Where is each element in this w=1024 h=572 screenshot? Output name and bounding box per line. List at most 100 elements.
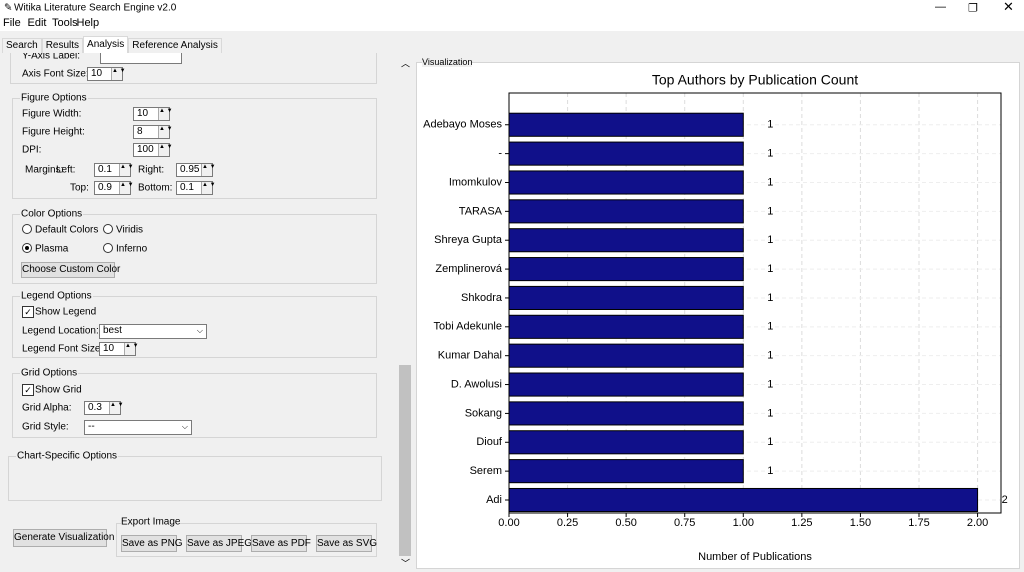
button[interactable]: Save as PNG — [121, 535, 183, 552]
spinbox[interactable]: 10 ▲ ▼ — [87, 67, 126, 81]
button[interactable]: Generate Visualization — [13, 529, 114, 547]
spin-value: 0.95 — [180, 164, 200, 175]
menu-item[interactable]: Edit — [27, 17, 47, 29]
field-label: Top: — [70, 182, 89, 194]
spin-value: 10 — [103, 343, 115, 354]
checkbox[interactable]: ✓ — [22, 384, 34, 396]
maximize-button[interactable]: ❐ — [968, 2, 978, 15]
combo-arrow[interactable]: ⌵ — [196, 326, 203, 335]
spin-arrows[interactable]: ▲ ▼ — [158, 108, 173, 120]
text-entry[interactable] — [100, 53, 182, 64]
spinbox[interactable]: 0.9 ▲ ▼ — [94, 181, 134, 195]
y-tick-label: Tobi Adekunle — [434, 321, 503, 333]
group-title: Export Image — [121, 516, 181, 528]
spin-arrows[interactable]: ▲ ▼ — [109, 402, 124, 414]
radio-button[interactable] — [103, 243, 113, 253]
menu-item[interactable]: File — [3, 17, 21, 29]
spinbox[interactable]: 0.95 ▲ ▼ — [176, 163, 216, 177]
spin-arrows[interactable]: ▲ ▼ — [201, 164, 216, 176]
y-tick-label: Zemplinerová — [435, 263, 503, 275]
checkbox[interactable]: ✓ — [22, 306, 34, 318]
spin-arrows[interactable]: ▲ ▼ — [124, 343, 139, 355]
data-label: 1 — [767, 292, 773, 304]
y-tick-label: Kumar Dahal — [438, 350, 502, 362]
radio-button[interactable] — [22, 224, 32, 234]
button[interactable]: Choose Custom Color — [21, 262, 120, 278]
radio-dot — [25, 246, 29, 250]
spin-arrows[interactable]: ▲ ▼ — [119, 164, 134, 176]
spinbox[interactable]: 0.1 ▲ ▼ — [94, 163, 134, 177]
checkbox-label: Show Legend — [35, 306, 97, 318]
group-frame — [12, 98, 377, 199]
minimize-button[interactable]: — — [935, 1, 946, 13]
spin-arrows[interactable]: ▲ ▼ — [119, 182, 134, 194]
button[interactable]: Save as JPEG — [186, 535, 252, 552]
combo-value: best — [103, 325, 122, 336]
data-label: 2 — [1002, 494, 1008, 506]
spin-arrows[interactable]: ▲ ▼ — [201, 182, 216, 194]
spin-value: 0.1 — [180, 182, 194, 193]
field-label: Grid Style: — [22, 421, 69, 433]
tab[interactable]: Search — [2, 38, 42, 53]
data-label: 1 — [767, 465, 773, 477]
x-tick-label: 1.00 — [733, 517, 754, 529]
bar — [508, 170, 744, 195]
tab[interactable]: Results — [41, 38, 84, 53]
radio-label: Viridis — [116, 224, 144, 236]
radio-button[interactable] — [22, 243, 32, 253]
data-label: 1 — [767, 378, 773, 390]
spin-arrows[interactable]: ▲ ▼ — [158, 144, 173, 156]
spin-value: 8 — [137, 126, 143, 137]
spin-value: 0.1 — [98, 164, 112, 175]
combo-value: -- — [88, 421, 95, 432]
window-title: Witika Literature Search Engine v2.0 — [14, 2, 177, 14]
spinbox[interactable]: 0.1 ▲ ▼ — [176, 181, 216, 195]
spin-arrows[interactable]: ▲ ▼ — [158, 126, 173, 138]
x-tick-label: 2.00 — [967, 517, 988, 529]
scrollbar[interactable]: ︿ ﹀ — [398, 55, 412, 570]
scroll-down[interactable]: ﹀ — [401, 558, 411, 569]
tab[interactable]: Analysis — [83, 36, 129, 53]
spin-value: 10 — [91, 68, 103, 79]
data-label: 1 — [767, 321, 773, 333]
window-icon: ✎ — [4, 2, 13, 14]
y-tick-label: Adebayo Moses — [423, 119, 502, 131]
spin-arrows[interactable]: ▲ ▼ — [111, 68, 126, 80]
menu-item[interactable]: Help — [76, 17, 100, 29]
group-frame — [8, 456, 382, 501]
menu-item[interactable]: Tools — [52, 17, 78, 29]
y-tick-label: Adi — [486, 494, 502, 506]
menu-bar: File Edit Tools Help — [0, 16, 1024, 31]
x-axis-label: Number of Publications — [698, 551, 812, 563]
radio-label: Default Colors — [35, 224, 99, 236]
checkbox-label: Show Grid — [35, 384, 82, 396]
spinbox[interactable]: 10 ▲ ▼ — [99, 342, 139, 356]
button[interactable]: Save as SVG — [316, 535, 377, 552]
tab[interactable]: Reference Analysis — [128, 38, 222, 53]
spin-value: 0.9 — [98, 182, 112, 193]
bar — [508, 372, 744, 397]
scroll-thumb[interactable] — [399, 365, 411, 556]
title-bar: ✎ Witika Literature Search Engine v2.0 —… — [0, 0, 1024, 16]
y-tick-label: Imomkulov — [449, 176, 503, 188]
combobox[interactable]: best ⌵ — [99, 324, 207, 339]
data-label: 1 — [767, 350, 773, 362]
combo-arrow[interactable]: ⌵ — [181, 422, 188, 431]
button[interactable]: Save as PDF — [251, 535, 311, 552]
bar — [508, 199, 744, 224]
spinbox[interactable]: 0.3 ▲ ▼ — [84, 401, 124, 415]
close-button[interactable]: ✕ — [1003, 0, 1014, 14]
field-label: Left: — [56, 164, 76, 176]
y-tick-label: Sokang — [465, 407, 502, 419]
group-frame — [12, 214, 377, 284]
bar — [508, 459, 744, 484]
scroll-up[interactable]: ︿ — [401, 58, 411, 69]
group-frame — [116, 523, 377, 557]
combobox[interactable]: -- ⌵ — [84, 420, 192, 435]
field-label: Axis Font Size: — [22, 68, 89, 80]
field-label: Legend Location: — [22, 325, 99, 337]
radio-button[interactable] — [103, 224, 113, 234]
spinbox[interactable]: 100 ▲ ▼ — [133, 143, 173, 157]
spinbox[interactable]: 8 ▲ ▼ — [133, 125, 173, 139]
spinbox[interactable]: 10 ▲ ▼ — [133, 107, 173, 121]
